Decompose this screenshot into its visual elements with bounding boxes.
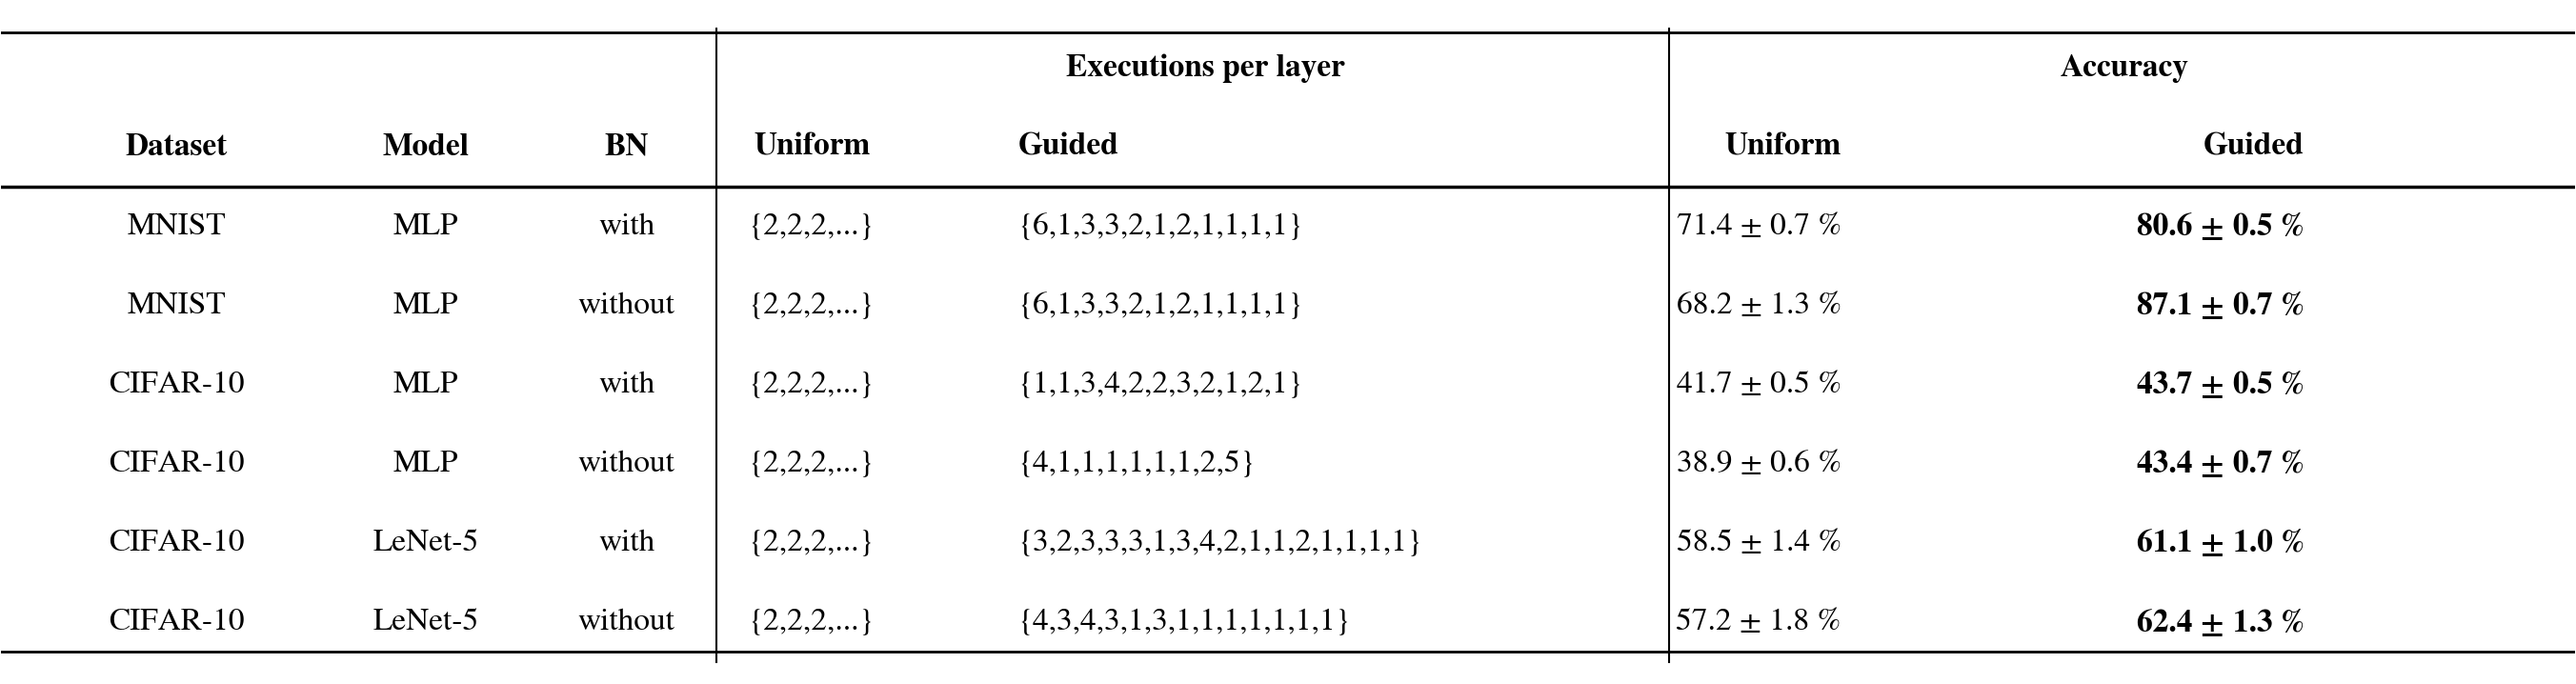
Text: 71.4 ± 0.7 %: 71.4 ± 0.7 % [1677, 213, 1842, 241]
Text: Accuracy: Accuracy [2061, 54, 2190, 83]
Text: LeNet-5: LeNet-5 [374, 609, 479, 637]
Text: {2,2,2,...}: {2,2,2,...} [750, 450, 876, 478]
Text: 62.4 ± 1.3 %: 62.4 ± 1.3 % [2136, 608, 2306, 637]
Text: {2,2,2,...}: {2,2,2,...} [750, 529, 876, 557]
Text: MLP: MLP [394, 292, 459, 320]
Text: without: without [577, 292, 675, 320]
Text: {6,1,3,3,2,1,2,1,1,1,1}: {6,1,3,3,2,1,2,1,1,1,1} [1018, 292, 1303, 320]
Text: 58.5 ± 1.4 %: 58.5 ± 1.4 % [1677, 529, 1842, 557]
Text: MNIST: MNIST [126, 292, 227, 320]
Text: 57.2 ± 1.8 %: 57.2 ± 1.8 % [1677, 609, 1842, 637]
Text: {2,2,2,...}: {2,2,2,...} [750, 371, 876, 399]
Text: 41.7 ± 0.5 %: 41.7 ± 0.5 % [1677, 371, 1842, 399]
Text: Guided: Guided [2202, 133, 2306, 161]
Text: CIFAR-10: CIFAR-10 [108, 609, 245, 637]
Text: MNIST: MNIST [126, 213, 227, 241]
Text: with: with [598, 371, 654, 399]
Text: 43.7 ± 0.5 %: 43.7 ± 0.5 % [2138, 371, 2306, 399]
Text: Uniform: Uniform [755, 133, 871, 161]
Text: 80.6 ± 0.5 %: 80.6 ± 0.5 % [2138, 212, 2306, 241]
Text: Executions per layer: Executions per layer [1066, 53, 1345, 83]
Text: {4,1,1,1,1,1,1,2,5}: {4,1,1,1,1,1,1,2,5} [1018, 450, 1255, 478]
Text: {6,1,3,3,2,1,2,1,1,1,1}: {6,1,3,3,2,1,2,1,1,1,1} [1018, 213, 1303, 241]
Text: with: with [598, 529, 654, 557]
Text: 61.1 ± 1.0 %: 61.1 ± 1.0 % [2136, 529, 2306, 557]
Text: MLP: MLP [394, 213, 459, 241]
Text: Model: Model [384, 133, 469, 161]
Text: MLP: MLP [394, 371, 459, 399]
Text: LeNet-5: LeNet-5 [374, 529, 479, 557]
Text: {1,1,3,4,2,2,3,2,1,2,1}: {1,1,3,4,2,2,3,2,1,2,1} [1018, 371, 1303, 399]
Text: CIFAR-10: CIFAR-10 [108, 529, 245, 557]
Text: {2,2,2,...}: {2,2,2,...} [750, 609, 876, 637]
Text: CIFAR-10: CIFAR-10 [108, 450, 245, 478]
Text: with: with [598, 213, 654, 241]
Text: 38.9 ± 0.6 %: 38.9 ± 0.6 % [1677, 450, 1842, 478]
Text: 68.2 ± 1.3 %: 68.2 ± 1.3 % [1677, 292, 1842, 320]
Text: Dataset: Dataset [126, 133, 227, 161]
Text: BN: BN [605, 133, 649, 161]
Text: 43.4 ± 0.7 %: 43.4 ± 0.7 % [2138, 450, 2306, 479]
Text: {3,2,3,3,3,1,3,4,2,1,1,2,1,1,1,1}: {3,2,3,3,3,1,3,4,2,1,1,2,1,1,1,1} [1018, 529, 1422, 557]
Text: MLP: MLP [394, 450, 459, 478]
Text: {2,2,2,...}: {2,2,2,...} [750, 292, 876, 320]
Text: Uniform: Uniform [1726, 133, 1842, 161]
Text: {2,2,2,...}: {2,2,2,...} [750, 213, 876, 241]
Text: 87.1 ± 0.7 %: 87.1 ± 0.7 % [2136, 291, 2306, 320]
Text: Guided: Guided [1018, 133, 1118, 161]
Text: {4,3,4,3,1,3,1,1,1,1,1,1,1}: {4,3,4,3,1,3,1,1,1,1,1,1,1} [1018, 609, 1350, 637]
Text: without: without [577, 609, 675, 637]
Text: without: without [577, 450, 675, 478]
Text: CIFAR-10: CIFAR-10 [108, 371, 245, 399]
